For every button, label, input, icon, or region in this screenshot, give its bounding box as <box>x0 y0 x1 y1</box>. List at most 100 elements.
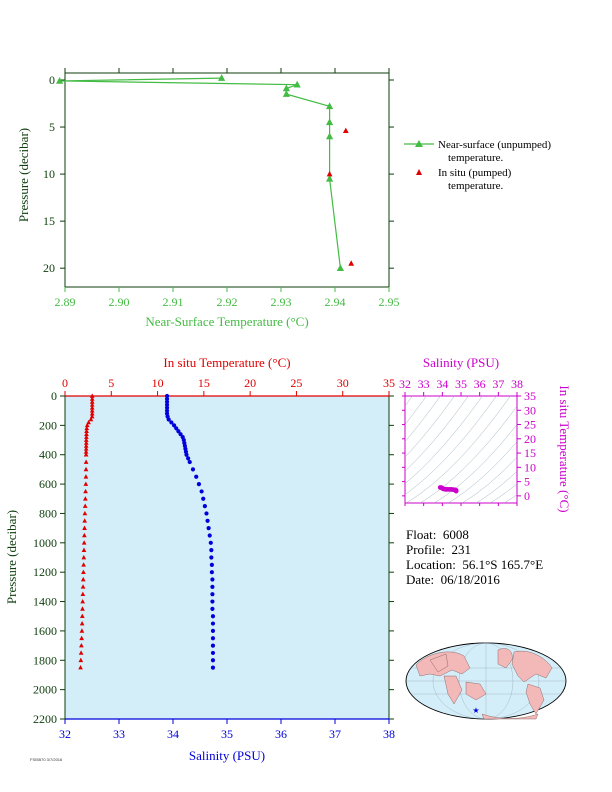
pressure-tick-label: 2000 <box>33 683 57 697</box>
legend-entry-unpumped-line1: Near-surface (unpumped) <box>438 139 551 151</box>
float-value: 6008 <box>442 527 469 542</box>
in-situ-temperature-point <box>80 606 85 611</box>
legend-green-triangle-marker <box>415 140 423 147</box>
top-y-axis-label: Pressure (decibar) <box>16 128 31 222</box>
ts-point <box>453 488 459 494</box>
top-x-tick-label: 2.95 <box>379 295 400 309</box>
top-x-axis-ticks: 2.89 2.90 2.91 2.92 2.93 2.94 2.95 <box>55 68 400 309</box>
near-surface-temperature-chart: 2.89 2.90 2.91 2.92 2.93 2.94 2.95 0 5 10 15 20 Ne… <box>16 68 551 329</box>
salinity-point <box>186 456 191 461</box>
salinity-tick-label: 36 <box>275 727 287 741</box>
salinity-point <box>210 636 216 641</box>
temperature-tick-label: 20 <box>244 376 256 390</box>
salinity-point <box>208 540 213 545</box>
in-situ-temperature-point <box>83 452 89 457</box>
ts-temperature-tick-label: 30 <box>524 403 536 417</box>
salinity-point <box>190 467 196 472</box>
ts-salinity-tick-label: 38 <box>511 377 523 391</box>
unpumped-temperature-point <box>326 102 334 110</box>
unpumped-temperature-point <box>282 84 290 92</box>
unpumped-temperature-point <box>326 118 334 126</box>
date-line: Date: 06/18/2016 <box>406 572 596 587</box>
salinity-point <box>206 526 211 531</box>
salinity-point <box>209 555 214 560</box>
salinity-point <box>210 614 216 619</box>
temperature-tick-label: 35 <box>383 376 395 390</box>
profile-label: Profile: <box>406 542 445 557</box>
ts-temperature-tick-label: 15 <box>524 446 536 460</box>
salinity-point <box>210 584 215 589</box>
temperature-tick-label: 15 <box>198 376 210 390</box>
in-situ-temperature-point <box>88 416 94 422</box>
float-info-block: Float: 6008 Profile: 231 Location: 56.1°… <box>406 527 596 587</box>
in-situ-temperature-point <box>83 481 89 486</box>
salinity-tick-label: 38 <box>383 727 395 741</box>
pressure-tick-label: 400 <box>39 448 57 462</box>
in-situ-temperature-point <box>83 440 89 445</box>
salinity-point <box>187 459 192 465</box>
pumped-temperature-point <box>348 260 355 266</box>
top-x-tick-label: 2.89 <box>55 295 76 309</box>
top-x-tick-label: 2.93 <box>271 295 292 309</box>
in-situ-temperature-point <box>89 408 95 413</box>
density-contour-line <box>405 396 511 503</box>
in-situ-temperature-point <box>82 532 87 538</box>
bottom-series-group <box>78 393 216 670</box>
legend-entry-pumped-line2: temperature. <box>448 180 504 192</box>
salinity-point <box>164 399 170 404</box>
density-contour-line <box>461 456 517 503</box>
in-situ-temperature-point <box>79 620 85 626</box>
in-situ-temperature-point <box>81 540 87 545</box>
legend-red-triangle-marker <box>416 169 422 175</box>
density-contour-line <box>433 424 517 503</box>
ts-salinity-ticks: 32 33 34 35 36 37 38 <box>399 377 523 506</box>
in-situ-temperature-point <box>89 396 95 401</box>
in-situ-temperature-point <box>86 419 91 425</box>
map-land <box>415 648 553 720</box>
unpumped-temperature-point <box>218 74 226 81</box>
ts-series-group <box>437 485 459 494</box>
density-contour-line <box>405 396 469 472</box>
in-situ-temperature-point <box>84 434 89 439</box>
top-x-tick-label: 2.94 <box>325 295 346 309</box>
location-line: Location: 56.1°S 165.7°E <box>406 557 596 572</box>
salinity-point <box>210 658 216 663</box>
salinity-tick-label: 37 <box>329 727 341 741</box>
salinity-point <box>164 393 170 399</box>
bottom-x-axis-label: Salinity (PSU) <box>189 748 265 763</box>
pressure-tick-label: 0 <box>51 389 57 403</box>
in-situ-temperature-point <box>82 510 88 516</box>
unpumped-temperature-point <box>56 76 64 84</box>
date-value: 06/18/2016 <box>440 572 500 587</box>
in-situ-temperature-point <box>83 459 89 464</box>
salinity-point <box>210 592 215 597</box>
density-contour-lines <box>405 396 517 503</box>
in-situ-temperature-point <box>79 628 85 633</box>
salinity-point <box>210 599 215 604</box>
salinity-point <box>209 548 214 553</box>
in-situ-temperature-point <box>81 554 87 560</box>
in-situ-temperature-point <box>83 488 88 494</box>
date-label: Date: <box>406 572 435 587</box>
top-y-tick-label: 20 <box>43 261 55 275</box>
in-situ-temperature-point <box>78 657 84 663</box>
in-situ-temperature-point <box>79 635 85 641</box>
density-contours <box>405 396 517 503</box>
temperature-tick-label: 25 <box>290 376 302 390</box>
ts-y-axis-label: In situ Temperature (°C) <box>557 385 572 512</box>
salinity-point <box>164 396 170 402</box>
in-situ-temperature-point <box>82 518 88 523</box>
location-label: Location: <box>406 557 456 572</box>
bottom-plot-frame <box>64 395 390 720</box>
in-situ-temperature-point <box>89 411 95 416</box>
top-legend: Near-surface (unpumped) temperature. In … <box>404 139 551 192</box>
density-contour-line <box>419 405 517 503</box>
in-situ-temperature-point <box>79 613 85 619</box>
unpumped-temperature-point <box>326 174 334 182</box>
salinity-point <box>196 481 202 487</box>
salinity-tick-label: 35 <box>221 727 233 741</box>
salinity-point <box>210 577 215 582</box>
in-situ-temperature-point <box>78 665 83 670</box>
